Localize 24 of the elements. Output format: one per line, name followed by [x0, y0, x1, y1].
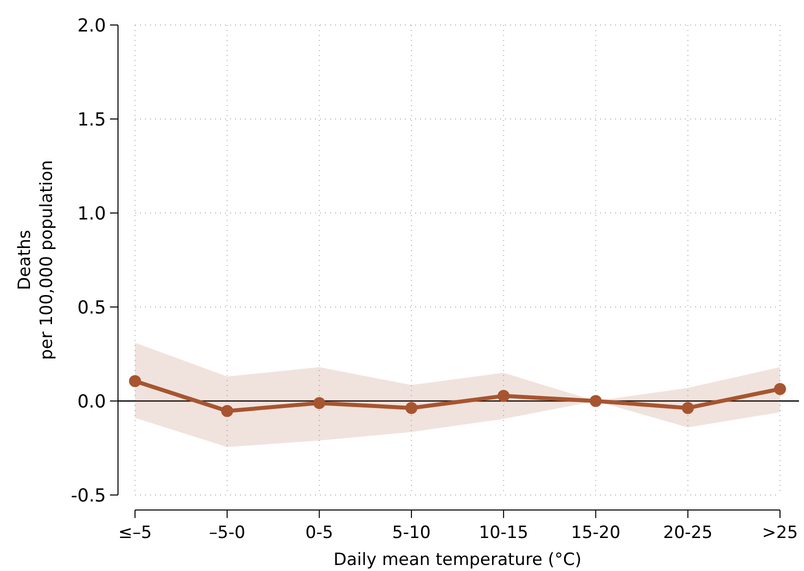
point [682, 402, 694, 414]
x-tick-label: 5-10 [392, 523, 431, 543]
point [498, 390, 510, 402]
point [221, 404, 234, 417]
point [774, 382, 786, 395]
x-tick-label: –5-0 [209, 523, 246, 543]
x-tick-label: ≤–5 [118, 523, 152, 543]
x-axis-title: Daily mean temperature (°C) [334, 550, 582, 570]
y-tick-label: 0.0 [77, 391, 106, 412]
point [129, 375, 141, 388]
x-tick-label: 20-25 [663, 523, 713, 543]
x-tick-label: 10-15 [478, 523, 528, 543]
point [590, 395, 602, 407]
point [313, 397, 326, 410]
y-tick-label: 2.0 [77, 15, 106, 36]
y-tick-label: 1.5 [77, 109, 106, 130]
y-tick-label: -0.5 [70, 485, 106, 506]
y-tick-label: 1.0 [77, 203, 106, 224]
x-tick-label: 0-5 [305, 523, 334, 543]
x-tick-label: >25 [762, 523, 798, 543]
point [405, 402, 418, 414]
y-axis-title: Deaths per 100,000 population [15, 160, 57, 360]
y-tick-label: 0.5 [77, 297, 106, 318]
x-tick-label: 15-20 [571, 523, 620, 543]
